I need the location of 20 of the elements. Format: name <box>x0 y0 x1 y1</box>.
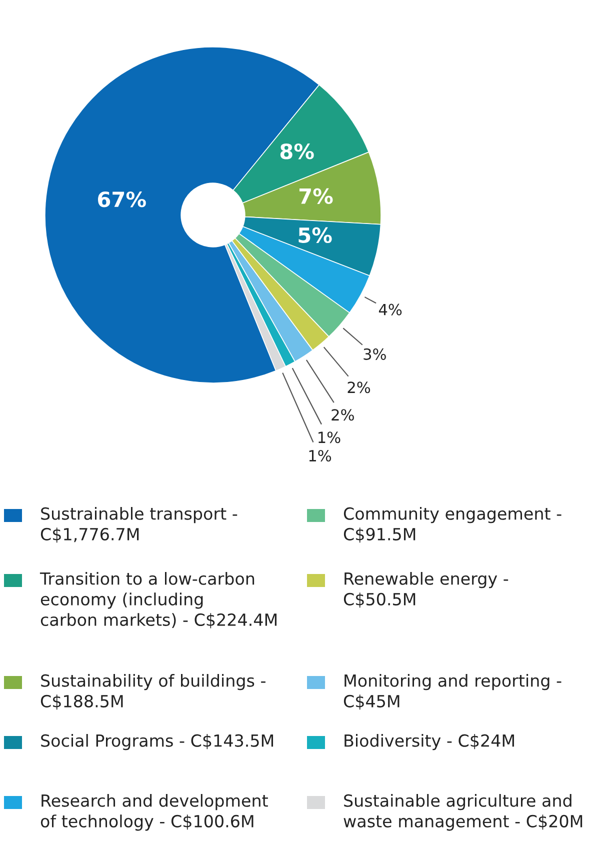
data-label: 2% <box>332 409 354 421</box>
legend-label: Sustrainable transport - C$1,776.7M <box>40 507 238 543</box>
data-label: 1% <box>309 450 332 462</box>
legend-label: Transition to a low-carbon economy (including carbon markets) - C$224.4M <box>40 572 277 628</box>
data-label: 8% <box>280 143 314 160</box>
data-label: 2% <box>348 382 370 394</box>
legend-label: Community engagement - C$91.5M <box>344 507 562 543</box>
legend-label: Monitoring and reporting - C$45M <box>344 674 562 710</box>
data-label: 67% <box>98 191 146 208</box>
legend-label: Social Programs - C$143.5M <box>41 734 274 750</box>
legend-label: Sustainable agriculture and waste management - C$20M <box>344 794 582 831</box>
legend-label: Biodiversity - C$24M <box>344 734 514 750</box>
data-label: 7% <box>299 188 333 204</box>
data-label: 3% <box>364 348 386 360</box>
data-label: 1% <box>318 432 340 444</box>
legend-label: Renewable energy - C$50.5M <box>344 572 508 608</box>
data-label: 4% <box>378 304 402 316</box>
legend-label: Sustainability of buildings - C$188.5M <box>40 674 266 710</box>
data-label: 5% <box>298 227 332 244</box>
legend-label: Research and development of technology - C$100.6M <box>40 794 268 831</box>
